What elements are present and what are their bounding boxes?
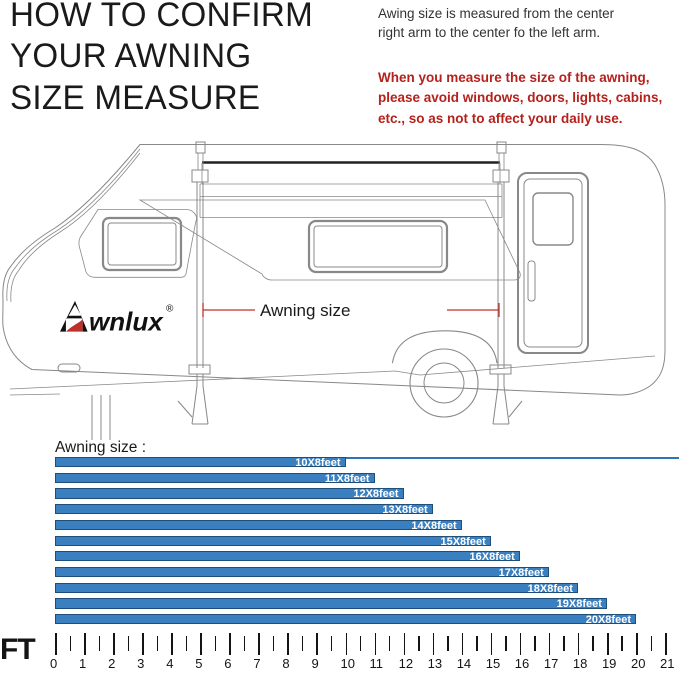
svg-text:®: ® [166, 303, 174, 314]
svg-text:Awning size: Awning size [260, 301, 350, 320]
svg-text:wnlux: wnlux [89, 306, 164, 336]
